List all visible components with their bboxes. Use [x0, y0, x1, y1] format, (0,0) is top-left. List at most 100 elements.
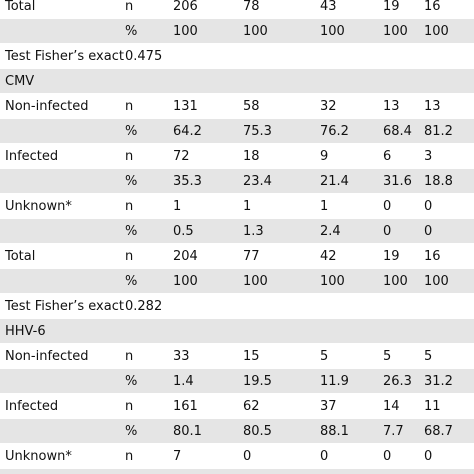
table-cell: 76.2 [320, 123, 349, 139]
row-label: Non-infected [5, 348, 89, 364]
table-cell: % [125, 123, 138, 139]
table-cell: n [125, 198, 134, 214]
table-cell: 78 [243, 0, 260, 14]
table-row: % 1.4 19.5 11.9 26.3 31.2 [0, 368, 474, 394]
table-cell: 100 [424, 23, 449, 39]
row-label: HHV-6 [5, 323, 46, 339]
table-cell: 13 [424, 98, 441, 114]
row-label: Total [5, 248, 36, 264]
table-cell: n [125, 398, 134, 414]
table-cell: 3 [424, 148, 433, 164]
table-cell: 18.8 [424, 173, 453, 189]
table-row: Infected n 161 62 37 14 11 [0, 394, 474, 419]
table-cell: 100 [320, 23, 345, 39]
table-cell: 100 [383, 23, 408, 39]
table-cell: 161 [173, 398, 198, 414]
table-cell: 5 [320, 348, 329, 364]
table-row: % 100 100 100 100 100 [0, 268, 474, 294]
table-cell: % [125, 373, 138, 389]
table-cell: 21.4 [320, 173, 349, 189]
table-row: Non-infected n 33 15 5 5 5 [0, 344, 474, 369]
table-cell: 0 [383, 198, 392, 214]
table-row: % 0.5 1.3 2.4 0 0 [0, 218, 474, 244]
table-row: % 35.3 23.4 21.4 31.6 18.8 [0, 168, 474, 194]
table-cell: 206 [173, 0, 198, 14]
row-label: Non-infected [5, 98, 89, 114]
table-cell: 18 [243, 148, 260, 164]
table-cell: 16 [424, 248, 441, 264]
table-cell: % [125, 23, 138, 39]
table-row: CMV [0, 68, 474, 94]
table-cell: 6 [383, 148, 392, 164]
table-cell: 1.4 [173, 373, 194, 389]
table-cell: 15 [243, 348, 260, 364]
table-cell: 100 [173, 273, 198, 289]
table-cell: 13 [383, 98, 400, 114]
table-cell: 131 [173, 98, 198, 114]
table-cell: 14 [383, 398, 400, 414]
table-cell: 1.3 [243, 223, 264, 239]
table-row: Infected n 72 18 9 6 3 [0, 144, 474, 169]
table-cell: 100 [424, 273, 449, 289]
table-cell: 81.2 [424, 123, 453, 139]
table-cell: 31.2 [424, 373, 453, 389]
row-label: Test Fisher’s exact [5, 298, 124, 314]
table-cell: 7 [173, 448, 182, 464]
row-label: Infected [5, 148, 59, 164]
row-label: Unknown* [5, 448, 72, 464]
table-cell: 75.3 [243, 123, 272, 139]
table-cell: 64.2 [173, 123, 202, 139]
table-cell: 62 [243, 398, 260, 414]
table-cell: 204 [173, 248, 198, 264]
table-cell: 80.5 [243, 423, 272, 439]
table-cell: 58 [243, 98, 260, 114]
row-label: Test Fisher’s exact [5, 48, 124, 64]
table-cell: 37 [320, 398, 337, 414]
table-cell: 72 [173, 148, 190, 164]
table-cell: % [125, 223, 138, 239]
table-cell: 32 [320, 98, 337, 114]
table-cell: 0.5 [173, 223, 194, 239]
table-row: Total n 204 77 42 19 16 [0, 244, 474, 269]
table-cell: 100 [173, 23, 198, 39]
table-cell: 26.3 [383, 373, 412, 389]
table-cell: 19.5 [243, 373, 272, 389]
table-row: % 100 100 100 100 100 [0, 18, 474, 44]
table-cell: 0 [424, 198, 433, 214]
table-cell: 5 [383, 348, 392, 364]
table-cell: 16 [424, 0, 441, 14]
row-label: Infected [5, 398, 59, 414]
table-row-background [0, 468, 474, 474]
table-cell: 11 [424, 398, 441, 414]
table-cell: 1 [320, 198, 329, 214]
table-row: HHV-6 [0, 318, 474, 344]
table-cell: 35.3 [173, 173, 202, 189]
table-cell: n [125, 98, 134, 114]
table-cell: 100 [243, 23, 268, 39]
table-row: Unknown* n 7 0 0 0 0 [0, 444, 474, 469]
table-cell: n [125, 348, 134, 364]
table-row: Non-infected n 131 58 32 13 13 [0, 94, 474, 119]
table-cell: 0 [243, 448, 252, 464]
table-cell: 2.4 [320, 223, 341, 239]
table-cell: 33 [173, 348, 190, 364]
row-label: Total [5, 0, 36, 14]
table-row: Total n 206 78 43 19 16 [0, 0, 474, 19]
table-cell: 31.6 [383, 173, 412, 189]
table-cell: 7.7 [383, 423, 404, 439]
table-row: Unknown* n 1 1 1 0 0 [0, 194, 474, 219]
table-cell: 42 [320, 248, 337, 264]
table-cell: 0 [320, 448, 329, 464]
table-cell: 23.4 [243, 173, 272, 189]
table-cell: 5 [424, 348, 433, 364]
table-cell: 43 [320, 0, 337, 14]
table-row: Test Fisher’s exact 0.282 [0, 294, 474, 319]
table-cell: 0 [383, 223, 392, 239]
table-row: Test Fisher’s exact 0.475 [0, 44, 474, 69]
table-cell: 0 [424, 223, 433, 239]
table-cell: 68.7 [424, 423, 453, 439]
table-cell: 68.4 [383, 123, 412, 139]
table-cell: 80.1 [173, 423, 202, 439]
table-row: % 64.2 75.3 76.2 68.4 81.2 [0, 118, 474, 144]
